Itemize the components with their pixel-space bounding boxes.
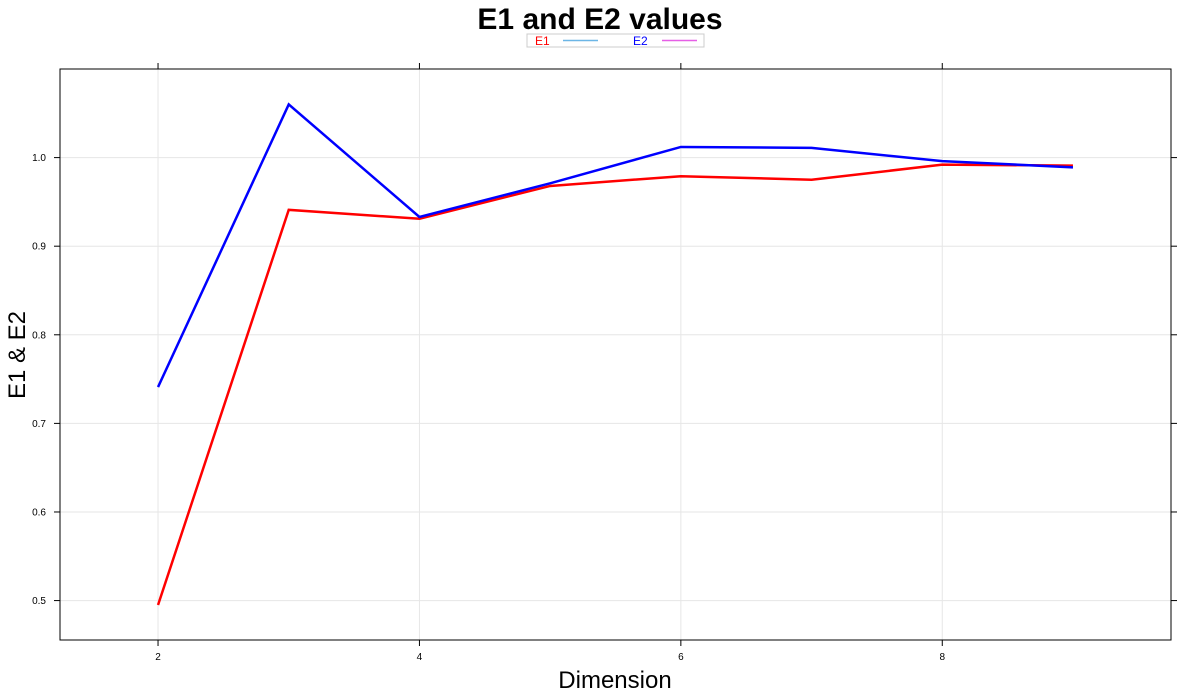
y-tick-label: 0.7 (32, 419, 46, 430)
plot-frame (59, 68, 1172, 641)
y-tick-label: 0.5 (32, 596, 46, 607)
y-tick-label: 0.8 (32, 330, 46, 341)
legend-label-e1: E1 (535, 34, 550, 48)
series-line-e2 (156, 102, 1074, 388)
x-tick-label: 6 (678, 652, 684, 663)
series-line-e1 (156, 163, 1073, 606)
y-tick-label: 1.0 (32, 153, 46, 164)
x-tick-label: 8 (939, 652, 945, 663)
legend-box (526, 33, 705, 48)
chart-title: E1 and E2 values (477, 3, 722, 36)
y-tick-label: 0.9 (32, 242, 46, 253)
y-axis: 0.5 0.6 0.7 0.8 0.9 1.0 (32, 153, 1177, 607)
y-axis-label: E1 & E2 (4, 311, 31, 399)
x-axis: 2 4 6 8 (155, 63, 945, 663)
grid (60, 69, 1171, 640)
legend: E1 E2 (526, 33, 705, 48)
x-tick-label: 4 (417, 652, 423, 663)
x-tick-label: 2 (155, 652, 161, 663)
legend-label-e2: E2 (633, 34, 648, 48)
x-axis-label: Dimension (558, 667, 671, 694)
series-layer (156, 102, 1074, 606)
y-tick-label: 0.6 (32, 507, 46, 518)
